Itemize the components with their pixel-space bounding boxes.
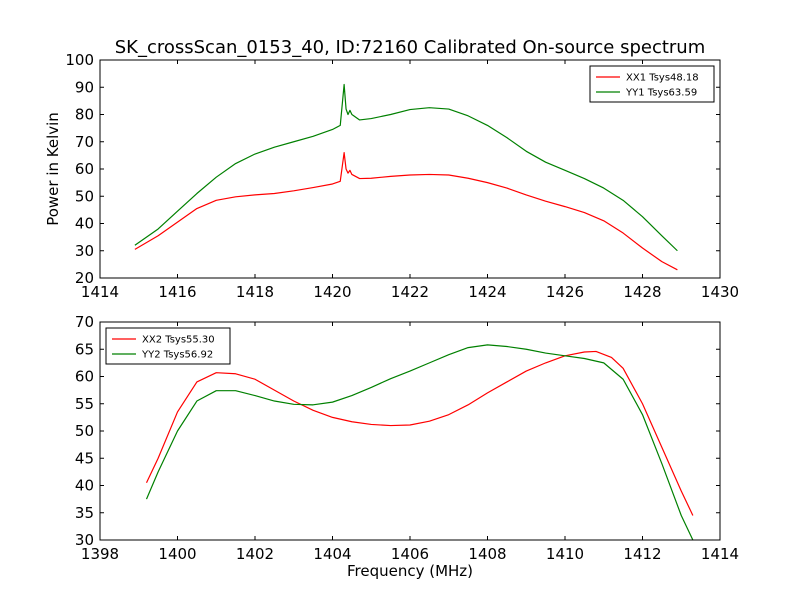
bottom-y-tick-label: 45 <box>75 449 94 467</box>
bottom-legend-label-2: YY2 Tsys56.92 <box>141 350 213 361</box>
top-series-line-1 <box>134 152 678 271</box>
bottom-x-tick-label: 1406 <box>391 545 429 563</box>
top-y-tick-label: 30 <box>75 242 94 260</box>
bottom-y-tick-label: 55 <box>75 395 94 413</box>
chart-title: SK_crossScan_0153_40, ID:72160 Calibrate… <box>115 37 706 58</box>
top-x-tick-label: 1424 <box>468 283 506 301</box>
bottom-legend-label-1: XX2 Tsys55.30 <box>142 335 215 346</box>
top-legend-box <box>589 65 715 103</box>
top-y-tick-label: 80 <box>75 106 94 124</box>
top-plot-panel: 1414 1416 1418 1420 1422 1424 1426 1428 1430 20 30… <box>65 51 739 301</box>
bottom-x-tick-label: 1414 <box>701 545 739 563</box>
bottom-y-tick-label: 70 <box>75 313 94 331</box>
bottom-y-tick-label: 35 <box>75 504 94 522</box>
top-legend-label-2: YY1 Tsys63.59 <box>625 88 697 99</box>
bottom-x-tick-label: 1402 <box>236 545 274 563</box>
top-series-line-2 <box>134 83 678 252</box>
bottom-legend-box <box>105 327 231 365</box>
bottom-x-tick-label: 1408 <box>468 545 506 563</box>
bottom-x-tick-label: 1404 <box>313 545 351 563</box>
top-x-tick-label: 1428 <box>623 283 661 301</box>
top-y-tick-label: 70 <box>75 133 94 151</box>
top-x-tick-label: 1426 <box>546 283 584 301</box>
top-x-tick-label: 1422 <box>391 283 429 301</box>
top-y-tick-label: 50 <box>75 187 94 205</box>
top-y-tick-label: 60 <box>75 160 94 178</box>
top-y-tick-label: 20 <box>75 269 94 287</box>
y-axis-label: Power in Kelvin <box>44 112 62 226</box>
top-legend-label-1: XX1 Tsys48.18 <box>626 73 699 84</box>
x-axis-label: Frequency (MHz) <box>347 562 473 580</box>
bottom-y-tick-label: 60 <box>75 368 94 386</box>
top-x-tick-label: 1420 <box>313 283 351 301</box>
bottom-x-tick-label: 1412 <box>623 545 661 563</box>
bottom-y-tick-label: 30 <box>75 531 94 549</box>
bottom-y-tick-label: 50 <box>75 422 94 440</box>
bottom-x-tick-label: 1410 <box>546 545 584 563</box>
top-y-tick-label: 40 <box>75 215 94 233</box>
bottom-plot-panel: 1398 1400 1402 1404 1406 1408 1410 1412 1414 30 35… <box>75 313 739 563</box>
top-x-tick-label: 1416 <box>158 283 196 301</box>
top-x-tick-label: 1418 <box>236 283 274 301</box>
bottom-y-tick-label: 65 <box>75 340 94 358</box>
bottom-y-tick-label: 40 <box>75 477 94 495</box>
top-y-tick-label: 90 <box>75 78 94 96</box>
bottom-x-tick-label: 1400 <box>158 545 196 563</box>
top-y-tick-label: 100 <box>65 51 94 69</box>
bottom-series-line-1 <box>145 350 694 516</box>
bottom-series-line-2 <box>145 344 694 540</box>
bottom-x-tick-label: 1398 <box>81 545 119 563</box>
top-x-tick-label: 1430 <box>701 283 739 301</box>
top-x-tick-label: 1414 <box>81 283 119 301</box>
